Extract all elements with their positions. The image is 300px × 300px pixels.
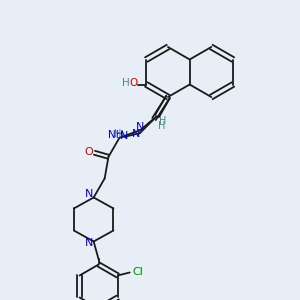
Text: H: H	[122, 79, 130, 88]
Text: Cl: Cl	[132, 268, 143, 278]
Text: N: N	[85, 190, 93, 200]
Text: H: H	[159, 116, 167, 126]
Text: H: H	[158, 121, 166, 131]
Text: N: N	[120, 131, 129, 141]
Text: N: N	[132, 129, 140, 139]
Text: O: O	[129, 79, 137, 88]
Text: O: O	[84, 147, 93, 157]
Text: H: H	[114, 129, 121, 139]
Text: N: N	[136, 122, 144, 132]
Text: N: N	[85, 238, 93, 248]
Text: NH: NH	[108, 130, 124, 140]
